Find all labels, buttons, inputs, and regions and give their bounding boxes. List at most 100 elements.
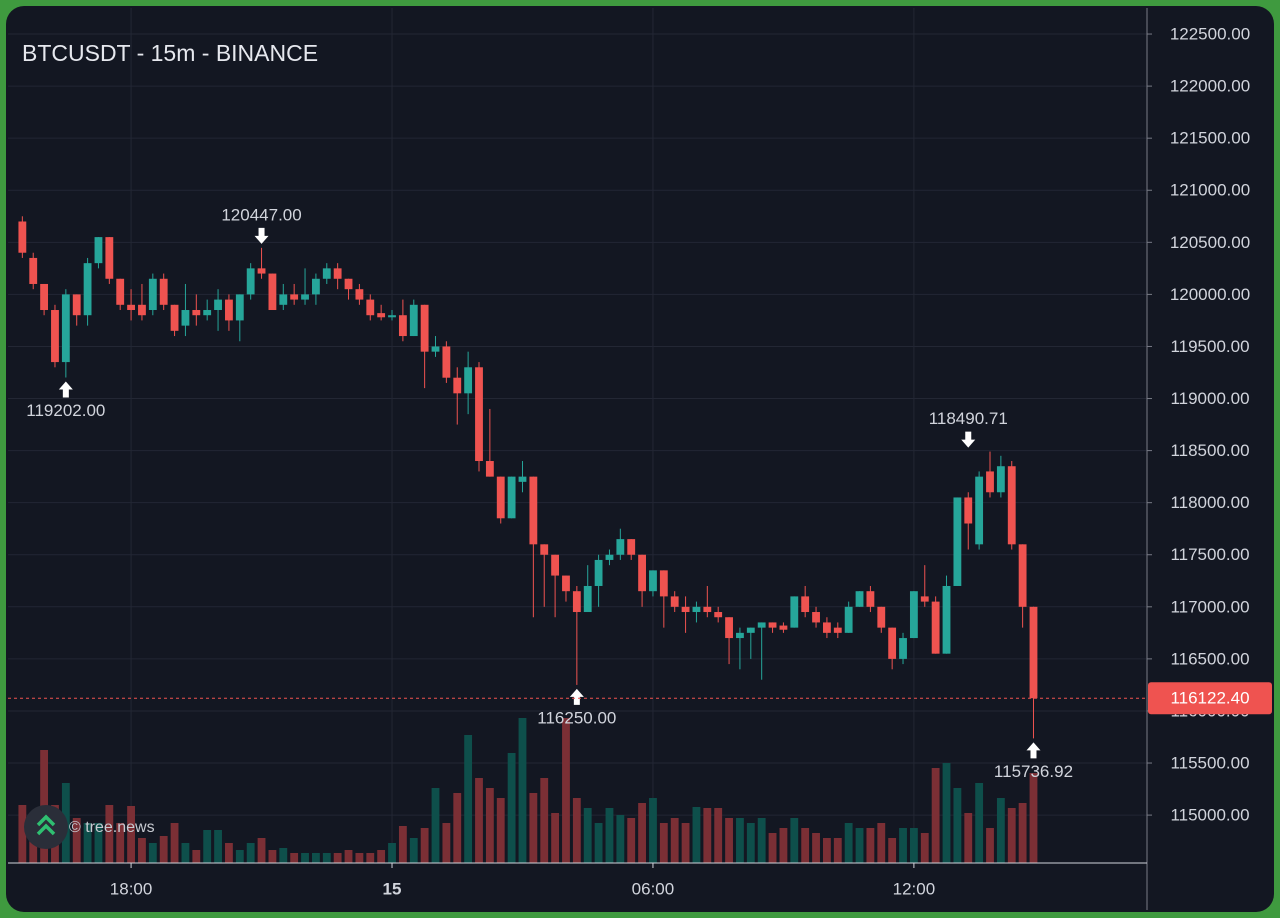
candle-body — [40, 283, 49, 311]
volume-bar — [398, 826, 407, 863]
volume-bar — [225, 843, 233, 863]
volume-bar — [464, 735, 473, 863]
volume-bar — [72, 818, 81, 863]
candle-body — [431, 346, 440, 352]
candle-body — [105, 237, 114, 279]
grid — [8, 8, 1147, 863]
volume-bar — [1029, 773, 1038, 863]
candle-body — [159, 278, 168, 305]
candle-body — [649, 570, 657, 592]
candle-body — [398, 315, 407, 337]
candle-body — [757, 622, 766, 628]
volume-bar — [344, 850, 353, 863]
candle-body — [594, 559, 603, 586]
candle-body — [311, 278, 320, 295]
volume-bar — [355, 853, 364, 863]
candle-body — [1007, 466, 1016, 545]
candle-body — [725, 617, 733, 639]
candle-body — [540, 544, 549, 555]
candle-body — [116, 278, 125, 305]
annotation-arrow — [961, 431, 976, 448]
candle-body — [790, 596, 799, 628]
y-tick-label: 121000.00 — [1170, 181, 1250, 200]
volume-bar — [866, 828, 875, 863]
candle-body — [616, 539, 625, 555]
candle-body — [507, 476, 516, 519]
volume-bar — [736, 818, 744, 863]
candle-body — [138, 304, 146, 316]
candle-body — [203, 310, 212, 316]
y-tick-label: 121500.00 — [1170, 129, 1250, 148]
candle-body — [844, 606, 853, 633]
volume-bar — [605, 808, 614, 863]
volume-bar — [170, 823, 179, 863]
candle-body — [975, 476, 984, 545]
candle-body — [18, 221, 27, 253]
candle-body — [442, 346, 451, 378]
volume-bar — [681, 823, 690, 863]
candle-body — [344, 278, 353, 290]
candle-layer — [18, 216, 1038, 739]
watermark-text: © tree.news — [69, 819, 155, 836]
candle-body — [61, 294, 70, 363]
volume-bar — [768, 833, 777, 863]
volume-bar — [714, 808, 723, 863]
candle-body — [420, 304, 429, 352]
candle-body — [736, 632, 744, 639]
volume-bar — [823, 838, 831, 863]
volume-bar — [431, 788, 440, 863]
candle-body — [72, 294, 81, 316]
volume-bar — [670, 818, 679, 863]
volume-bar — [812, 833, 820, 863]
volume-bar — [105, 805, 114, 863]
candle-body — [225, 299, 233, 321]
volume-bar — [311, 853, 320, 863]
y-tick-label: 117500.00 — [1170, 545, 1249, 564]
volume-bar — [268, 850, 277, 863]
candle-body — [246, 268, 255, 295]
volume-bar — [366, 853, 375, 863]
candle-body — [823, 622, 831, 633]
candle-body — [388, 315, 396, 318]
volume-bar — [377, 850, 386, 863]
volume-bar — [507, 753, 516, 863]
candle-body — [703, 606, 712, 613]
annotation-arrow — [58, 381, 73, 398]
volume-bar — [453, 793, 462, 863]
annotation-arrow — [254, 227, 269, 244]
volume-bar — [920, 833, 929, 863]
last-price-tag — [1148, 682, 1272, 715]
annotation-arrow — [569, 688, 584, 705]
annotation-label: 119202.00 — [26, 401, 105, 420]
volume-bar — [127, 806, 135, 863]
candle-body — [214, 299, 222, 311]
candle-body — [888, 627, 897, 659]
volume-bar — [159, 836, 168, 863]
candle-body — [801, 596, 810, 613]
annotation-label: 118490.71 — [929, 409, 1008, 428]
volume-bar — [909, 828, 918, 863]
last-price-label: 116122.40 — [1170, 689, 1249, 708]
candle-body — [942, 585, 951, 654]
candle-body — [83, 263, 92, 316]
candle-body — [29, 257, 38, 284]
volume-bar — [572, 798, 581, 863]
x-tick-label: 12:00 — [893, 879, 936, 898]
candle-body — [333, 268, 342, 279]
volume-bar — [888, 838, 897, 863]
candle-body — [746, 627, 755, 633]
volume-bar — [627, 818, 636, 863]
candle-body — [659, 570, 668, 597]
candle-body — [812, 612, 820, 623]
volume-bar — [931, 768, 940, 863]
candle-body — [485, 461, 494, 477]
candle-body — [268, 273, 277, 311]
volume-bar — [779, 828, 788, 863]
candle-body — [464, 367, 473, 394]
candle-body — [453, 377, 462, 394]
volume-bar — [562, 718, 570, 863]
candle-body — [127, 304, 135, 311]
candle-body — [322, 268, 331, 279]
candle-body — [496, 476, 505, 519]
candle-body — [562, 575, 570, 592]
